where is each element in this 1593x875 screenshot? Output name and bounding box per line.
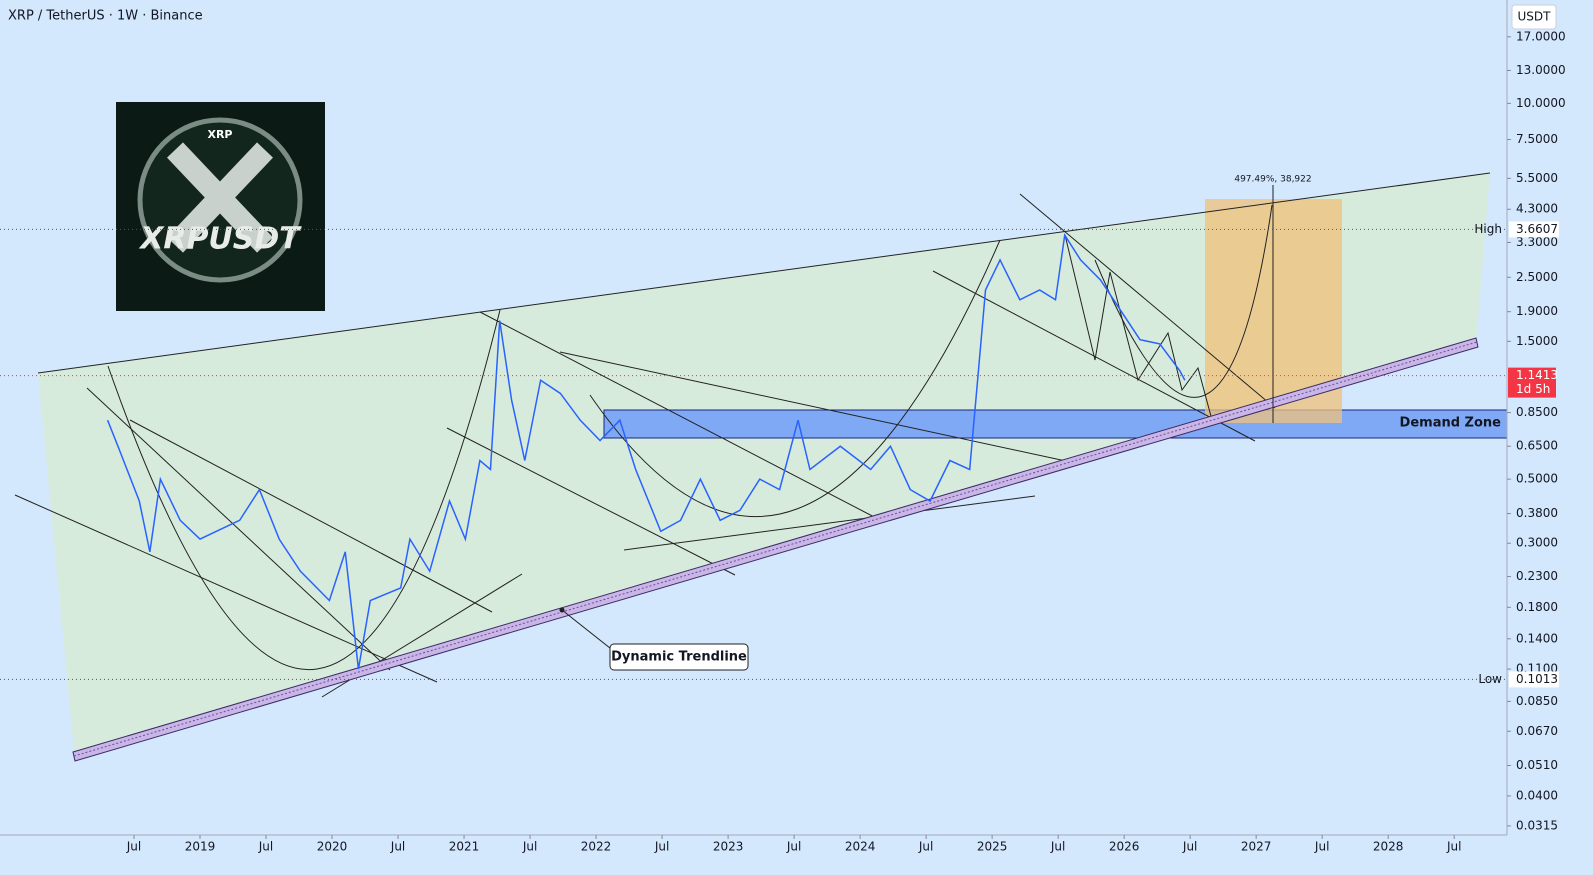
y-tick-label: 0.3000: [1516, 536, 1558, 550]
demand-zone-label: Demand Zone: [1400, 416, 1502, 431]
y-tick-label: 0.0670: [1516, 724, 1558, 738]
x-tick-label: 2021: [449, 840, 480, 854]
x-tick-label: 2022: [581, 840, 612, 854]
y-tick-label: 5.5000: [1516, 171, 1558, 185]
high-value-box: [1509, 221, 1559, 238]
x-tick-label: Jul: [1314, 840, 1329, 854]
y-tick-label: 0.0510: [1516, 758, 1558, 772]
x-tick-label: 2019: [185, 840, 216, 854]
annotation-box: [609, 643, 749, 671]
logo-text: XRPUSDT: [138, 222, 302, 257]
logo: XRP XRPUSDT: [116, 102, 325, 311]
x-tick-label: Jul: [390, 840, 405, 854]
countdown: 1d 5h: [1516, 382, 1550, 396]
y-tick-label: 0.6500: [1516, 439, 1558, 453]
x-tick-label: 2020: [317, 840, 348, 854]
low-value: 0.1013: [1516, 672, 1558, 686]
x-tick-label: 2025: [977, 840, 1008, 854]
y-tick-label: 1.5000: [1516, 334, 1558, 348]
y-tick-label: 0.0315: [1516, 818, 1558, 832]
x-tick-label: 2028: [1373, 840, 1404, 854]
y-tick-label: 17.0000: [1516, 29, 1566, 43]
x-tick-label: Jul: [918, 840, 933, 854]
x-tick-label: Jul: [786, 840, 801, 854]
logo-text: XRP: [207, 128, 232, 141]
x-tick-label: 2024: [845, 840, 876, 854]
y-tick-label: 0.1800: [1516, 600, 1558, 614]
x-tick-label: 2023: [713, 840, 744, 854]
high-label: High: [1474, 222, 1502, 236]
x-tick-label: Jul: [1446, 840, 1461, 854]
target-label: 497.49%, 38,922: [1234, 175, 1311, 185]
x-tick-label: 2027: [1241, 840, 1272, 854]
y-tick-label: 4.3000: [1516, 202, 1558, 216]
high-value: 3.6607: [1516, 222, 1558, 236]
y-tick-label: 7.5000: [1516, 132, 1558, 146]
y-tick-label: 0.1400: [1516, 631, 1558, 645]
y-tick-label: 0.3800: [1516, 506, 1558, 520]
y-tick-label: 0.0400: [1516, 788, 1558, 802]
price-line: [106, 232, 1186, 670]
y-tick-label: 0.8500: [1516, 405, 1558, 419]
y-tick-label: 2.5000: [1516, 270, 1558, 284]
x-tick-label: Jul: [654, 840, 669, 854]
y-axis-label: USDT: [1518, 10, 1552, 24]
y-tick-label: 0.5000: [1516, 472, 1558, 486]
low-label: Low: [1478, 672, 1502, 686]
low-value-box: [1509, 671, 1559, 688]
y-tick-label: 1.9000: [1516, 304, 1558, 318]
x-tick-label: Jul: [1182, 840, 1197, 854]
last-price: 1.1413: [1516, 368, 1558, 382]
y-tick-label: 3.3000: [1516, 235, 1558, 249]
y-tick-label: 10.0000: [1516, 96, 1566, 110]
trendline-label: Dynamic Trendline: [611, 650, 747, 665]
y-tick-label: 13.0000: [1516, 63, 1566, 77]
chart-title: XRP / TetherUS · 1W · Binance: [8, 9, 203, 24]
last-price-box: [1508, 367, 1556, 398]
unit-box: [1511, 4, 1557, 30]
x-tick-label: Jul: [522, 840, 537, 854]
y-tick-label: 0.2300: [1516, 569, 1558, 583]
x-tick-label: 2026: [1109, 840, 1140, 854]
x-tick-label: Jul: [126, 840, 141, 854]
x-tick-label: Jul: [1050, 840, 1065, 854]
x-tick-label: Jul: [258, 840, 273, 854]
y-tick-label: 0.0850: [1516, 694, 1558, 708]
demand-zone: [603, 409, 1508, 439]
